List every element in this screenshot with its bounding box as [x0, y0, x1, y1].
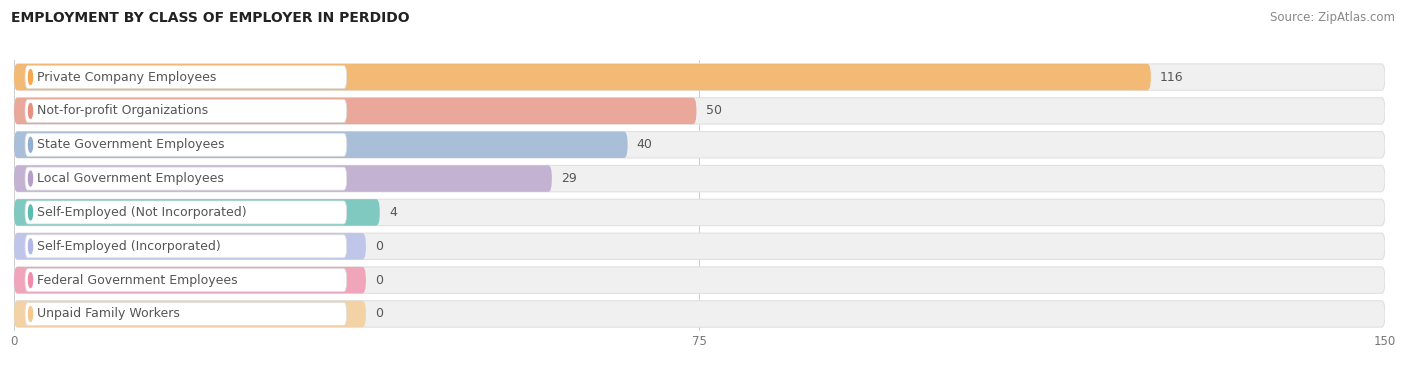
Text: 0: 0 [375, 308, 382, 320]
Text: 50: 50 [706, 105, 721, 117]
FancyBboxPatch shape [14, 267, 366, 293]
FancyBboxPatch shape [14, 165, 1385, 192]
FancyBboxPatch shape [14, 165, 553, 192]
Text: State Government Employees: State Government Employees [37, 138, 225, 151]
FancyBboxPatch shape [25, 65, 347, 89]
Text: Self-Employed (Not Incorporated): Self-Employed (Not Incorporated) [37, 206, 246, 219]
FancyBboxPatch shape [25, 268, 347, 292]
FancyBboxPatch shape [25, 302, 347, 326]
Circle shape [28, 239, 32, 254]
FancyBboxPatch shape [14, 132, 627, 158]
FancyBboxPatch shape [14, 98, 696, 124]
FancyBboxPatch shape [14, 199, 1385, 226]
Text: 40: 40 [637, 138, 652, 151]
FancyBboxPatch shape [14, 301, 366, 327]
FancyBboxPatch shape [14, 267, 1385, 293]
Text: 116: 116 [1160, 71, 1184, 83]
Text: EMPLOYMENT BY CLASS OF EMPLOYER IN PERDIDO: EMPLOYMENT BY CLASS OF EMPLOYER IN PERDI… [11, 11, 411, 25]
FancyBboxPatch shape [25, 201, 347, 224]
Circle shape [28, 171, 32, 186]
FancyBboxPatch shape [14, 64, 1385, 90]
FancyBboxPatch shape [14, 199, 380, 226]
Text: Self-Employed (Incorporated): Self-Employed (Incorporated) [37, 240, 221, 253]
Text: 0: 0 [375, 274, 382, 287]
Text: 0: 0 [375, 240, 382, 253]
Text: 4: 4 [389, 206, 396, 219]
FancyBboxPatch shape [25, 235, 347, 258]
Text: Local Government Employees: Local Government Employees [37, 172, 224, 185]
Text: Not-for-profit Organizations: Not-for-profit Organizations [37, 105, 208, 117]
Circle shape [28, 137, 32, 152]
FancyBboxPatch shape [14, 233, 1385, 259]
Circle shape [28, 273, 32, 288]
FancyBboxPatch shape [14, 233, 366, 259]
FancyBboxPatch shape [14, 301, 1385, 327]
FancyBboxPatch shape [25, 99, 347, 123]
FancyBboxPatch shape [25, 167, 347, 190]
Circle shape [28, 306, 32, 321]
Text: Private Company Employees: Private Company Employees [37, 71, 217, 83]
Text: Federal Government Employees: Federal Government Employees [37, 274, 238, 287]
Circle shape [28, 205, 32, 220]
FancyBboxPatch shape [14, 132, 1385, 158]
Text: 29: 29 [561, 172, 576, 185]
Text: Unpaid Family Workers: Unpaid Family Workers [37, 308, 180, 320]
FancyBboxPatch shape [25, 133, 347, 156]
Text: Source: ZipAtlas.com: Source: ZipAtlas.com [1270, 11, 1395, 24]
Circle shape [28, 103, 32, 118]
Circle shape [28, 70, 32, 85]
FancyBboxPatch shape [14, 64, 1152, 90]
FancyBboxPatch shape [14, 98, 1385, 124]
